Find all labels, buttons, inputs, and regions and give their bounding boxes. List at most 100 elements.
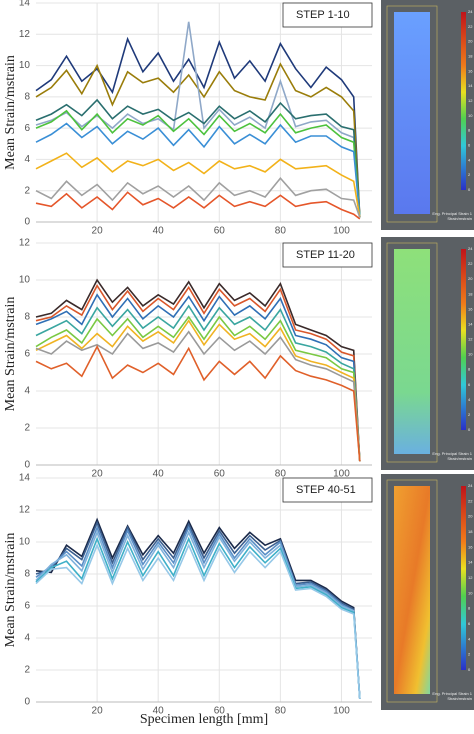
y-axis-label: Mean Strain/mstrain [3,533,18,648]
annotation: STEP 1-10 [296,9,350,21]
y-tick-label: 12 [19,505,31,516]
colorbar-tick: 4 [468,636,471,641]
x-tick-label: 80 [275,706,287,717]
colorbar-tick: 24 [468,483,473,488]
specimen [394,486,430,694]
colorbar-label: Strain/mstrain [447,456,472,461]
colorbar-tick: 18 [468,291,473,296]
colorbar-label: Strain/mstrain [447,696,472,701]
colorbar-tick: 10 [468,352,473,357]
colorbar-tick: 20 [468,39,473,44]
series-line [35,152,361,218]
colorbar-tick: 6 [468,382,471,387]
colorbar-tick: 8 [468,128,471,133]
series-line [35,62,361,218]
colorbar-tick: 8 [468,606,471,611]
colorbar-tick: 14 [468,83,473,88]
series-line [35,304,361,462]
x-tick-label: 60 [214,469,226,480]
colorbar-tick: 16 [468,68,473,73]
specimen [394,249,430,454]
annotation-box [282,242,373,268]
y-tick-label: 10 [19,60,31,71]
y-tick-label: 8 [24,569,30,580]
y-tick-label: 6 [24,349,30,360]
x-tick-label: 100 [333,706,350,717]
y-tick-label: 0 [24,697,30,708]
colorbar-tick: 12 [468,98,473,103]
y-tick-label: 2 [24,665,30,676]
colorbar-label: Eng. Principal Strain 1 [432,691,472,696]
colorbar-tick: 18 [468,54,473,59]
series-line [35,543,361,699]
colorbar [461,249,466,430]
annotation-box [282,2,373,28]
annotation: STEP 11-20 [296,249,355,261]
series-line [35,319,361,462]
colorbar [461,486,466,670]
y-axis-label: Mean Strain/mstrain [3,297,18,412]
x-tick-label: 80 [275,469,287,480]
series-line [35,536,361,699]
series-line [35,344,361,462]
colorbar-label: Eng. Principal Strain 1 [432,211,472,216]
colorbar-tick: 2 [468,172,471,177]
colorbar-tick: 22 [468,498,473,503]
dic-frame [386,479,438,703]
y-tick-label: 12 [19,29,31,40]
colorbar-tick: 24 [468,9,473,14]
x-tick-label: 60 [214,226,226,237]
colorbar-tick: 10 [468,113,473,118]
colorbar-tick: 8 [468,367,471,372]
x-tick-label: 100 [333,469,350,480]
series-line [35,176,361,218]
x-tick-label: 40 [153,469,165,480]
x-tick-label: 100 [333,226,350,237]
colorbar-label: Eng. Principal Strain 1 [432,451,472,456]
y-tick-label: 8 [24,312,30,323]
y-tick-label: 14 [19,473,31,484]
series-line [35,293,361,462]
series-line [35,330,361,462]
colorbar-tick: 2 [468,412,471,417]
series-line [35,278,361,462]
specimen [394,12,430,214]
y-tick-label: 0 [24,460,30,471]
annotation: STEP 40-51 [296,484,356,496]
x-tick-label: 40 [153,706,165,717]
colorbar-tick: 18 [468,529,473,534]
colorbar-label: Strain/mstrain [447,216,472,221]
series-line [35,98,361,218]
colorbar [461,12,466,190]
y-tick-label: 2 [24,185,30,196]
series-line [35,520,361,699]
y-tick-label: 12 [19,238,31,249]
y-tick-label: 0 [24,217,30,228]
x-tick-label: 20 [92,469,104,480]
colorbar-tick: 6 [468,621,471,626]
y-tick-label: 10 [19,537,31,548]
y-tick-label: 4 [24,154,30,165]
colorbar-tick: 16 [468,544,473,549]
colorbar-tick: 6 [468,143,471,148]
colorbar-tick: 2 [468,652,471,657]
x-axis-label: Specimen length [mm] [140,712,268,727]
y-axis-label: Mean Strain/mstrain [3,55,18,170]
series-line [35,191,361,220]
series-line [35,525,361,699]
colorbar-tick: 0 [468,427,471,432]
series-line [35,283,361,462]
colorbar-tick: 14 [468,321,473,326]
colorbar-tick: 4 [468,157,471,162]
y-tick-label: 2 [24,423,30,434]
y-tick-label: 10 [19,275,31,286]
y-tick-label: 8 [24,91,30,102]
x-tick-label: 20 [92,226,104,237]
series-line [35,315,361,462]
colorbar-tick: 20 [468,514,473,519]
y-tick-label: 4 [24,633,30,644]
colorbar-tick: 4 [468,397,471,402]
